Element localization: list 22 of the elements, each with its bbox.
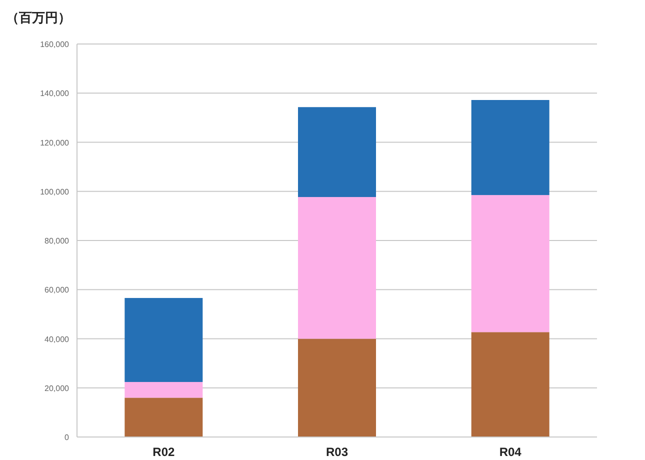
y-tick-label: 60,000 — [44, 286, 70, 295]
y-tick-label: 140,000 — [40, 89, 70, 98]
y-axis-title: （百万円） — [6, 10, 71, 25]
bar — [471, 332, 550, 437]
bar — [298, 107, 376, 198]
bar — [471, 195, 550, 332]
bar — [124, 382, 203, 398]
bar — [124, 298, 203, 382]
x-tick-label: R03 — [326, 445, 348, 459]
x-tick-label: R02 — [152, 445, 175, 459]
y-tick-label: 0 — [64, 433, 70, 442]
bar — [471, 100, 550, 196]
y-tick-label: 40,000 — [44, 334, 70, 344]
y-tick-label: 120,000 — [40, 138, 70, 148]
bar — [298, 197, 376, 339]
y-tick-label: 100,000 — [40, 187, 70, 196]
bar — [298, 338, 376, 437]
y-tick-label: 20,000 — [44, 384, 70, 393]
y-tick-label: 80,000 — [44, 236, 70, 246]
y-tick-label: 160,000 — [40, 40, 70, 49]
bar — [124, 398, 203, 437]
x-tick-label: R04 — [499, 445, 522, 459]
